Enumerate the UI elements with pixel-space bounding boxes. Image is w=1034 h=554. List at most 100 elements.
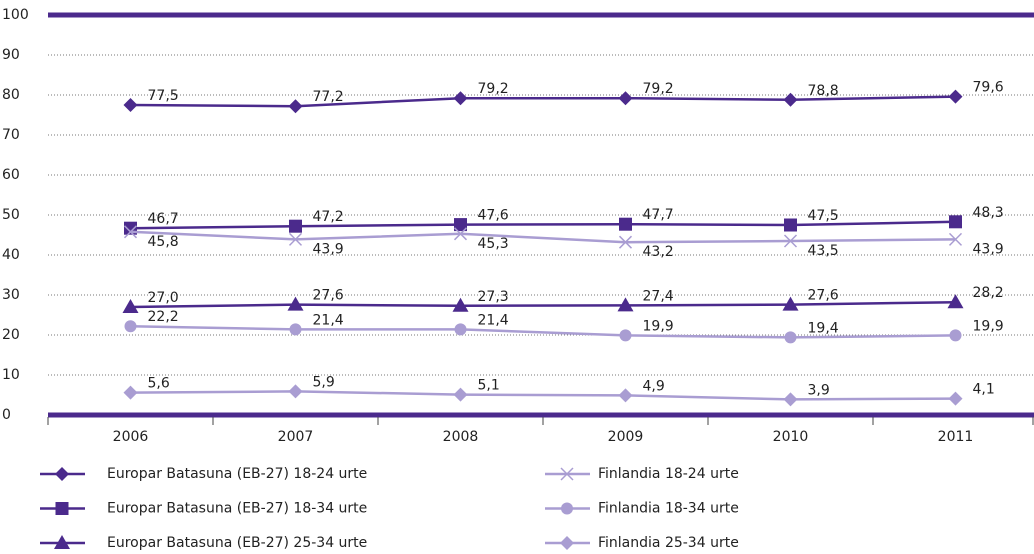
point <box>948 89 963 104</box>
value-label: 43,2 <box>643 244 674 260</box>
point <box>947 294 964 309</box>
y-tick-label: 50 <box>2 207 20 223</box>
series-line <box>130 390 956 401</box>
point <box>619 217 632 231</box>
y-tick-label: 0 <box>2 407 11 423</box>
value-label: 46,7 <box>148 211 179 227</box>
point <box>452 297 469 312</box>
value-label: 5,6 <box>148 376 170 392</box>
value-label: 43,5 <box>808 243 839 259</box>
legend-label: Europar Batasuna (EB-27) 18-34 urte <box>107 501 367 517</box>
value-label: 47,6 <box>478 208 509 224</box>
point <box>122 299 139 313</box>
point <box>783 234 798 248</box>
value-label: 3,9 <box>808 382 830 398</box>
y-tick-label: 90 <box>2 47 20 63</box>
point <box>949 215 962 229</box>
series-line <box>130 95 956 108</box>
series-line <box>130 324 956 339</box>
value-label: 5,9 <box>313 374 335 390</box>
point <box>454 218 467 232</box>
point <box>453 91 468 106</box>
value-label: 27,6 <box>808 288 839 304</box>
point <box>782 296 799 311</box>
point <box>618 91 633 106</box>
value-label: 5,1 <box>478 378 500 394</box>
point <box>949 329 962 342</box>
value-label: 43,9 <box>313 241 344 257</box>
series-line <box>130 220 956 230</box>
value-label: 28,2 <box>973 285 1004 301</box>
point <box>287 296 304 311</box>
legend-marker <box>55 502 69 515</box>
point <box>948 232 963 246</box>
point <box>453 387 468 402</box>
value-label: 43,9 <box>973 241 1004 257</box>
value-label: 21,4 <box>478 312 509 328</box>
value-label: 79,6 <box>973 80 1004 96</box>
value-label: 19,9 <box>643 318 674 334</box>
point <box>783 92 798 107</box>
point <box>289 323 302 336</box>
legend-marker <box>55 467 69 481</box>
point <box>288 99 303 114</box>
legend-marker <box>561 502 573 515</box>
value-label: 27,0 <box>148 290 179 306</box>
value-label: 78,8 <box>808 83 839 99</box>
point <box>123 98 138 112</box>
point <box>453 227 468 241</box>
value-label: 77,2 <box>313 89 344 105</box>
legend-marker <box>54 535 70 549</box>
x-tick-label: 2009 <box>608 429 644 445</box>
legend-label: Finlandia 18-24 urte <box>598 466 739 482</box>
value-label: 4,1 <box>973 382 995 398</box>
point <box>618 235 633 249</box>
legend-marker <box>560 536 574 550</box>
y-tick-label: 20 <box>2 327 20 343</box>
value-label: 45,8 <box>148 234 179 250</box>
legend-label: Finlandia 25-34 urte <box>598 535 739 551</box>
value-label: 48,3 <box>973 205 1004 221</box>
value-label: 21,4 <box>313 312 344 328</box>
value-label: 27,4 <box>643 288 674 304</box>
y-tick-label: 80 <box>2 87 20 103</box>
series-line <box>130 300 956 309</box>
value-label: 47,2 <box>313 209 344 225</box>
x-tick-label: 2010 <box>773 429 809 445</box>
value-label: 19,9 <box>973 318 1004 334</box>
y-tick-label: 40 <box>2 247 20 263</box>
x-tick-label: 2011 <box>938 429 974 445</box>
point <box>618 388 633 403</box>
legend-label: Europar Batasuna (EB-27) 25-34 urte <box>107 535 367 551</box>
point <box>948 391 963 406</box>
y-tick-label: 60 <box>2 167 20 183</box>
point <box>619 329 632 342</box>
point <box>454 323 467 336</box>
value-label: 47,7 <box>643 207 674 223</box>
point <box>784 218 797 232</box>
point <box>617 297 634 312</box>
value-label: 4,9 <box>643 378 665 394</box>
point <box>288 232 303 246</box>
value-label: 19,4 <box>808 320 839 336</box>
legend-marker <box>560 467 574 481</box>
value-label: 27,6 <box>313 288 344 304</box>
value-label: 79,2 <box>643 81 674 97</box>
x-tick-label: 2006 <box>113 429 149 445</box>
point <box>123 225 138 239</box>
y-tick-label: 70 <box>2 127 20 143</box>
legend-label: Finlandia 18-34 urte <box>598 501 739 517</box>
value-label: 22,2 <box>148 309 179 325</box>
y-tick-label: 10 <box>2 367 20 383</box>
point <box>124 320 137 333</box>
value-label: 27,3 <box>478 289 509 305</box>
point <box>289 219 302 233</box>
point <box>783 392 798 407</box>
value-label: 77,5 <box>148 88 179 104</box>
value-label: 79,2 <box>478 81 509 97</box>
point <box>288 384 303 399</box>
value-label: 47,5 <box>808 208 839 224</box>
x-tick-label: 2008 <box>443 429 479 445</box>
y-tick-label: 100 <box>2 7 29 23</box>
